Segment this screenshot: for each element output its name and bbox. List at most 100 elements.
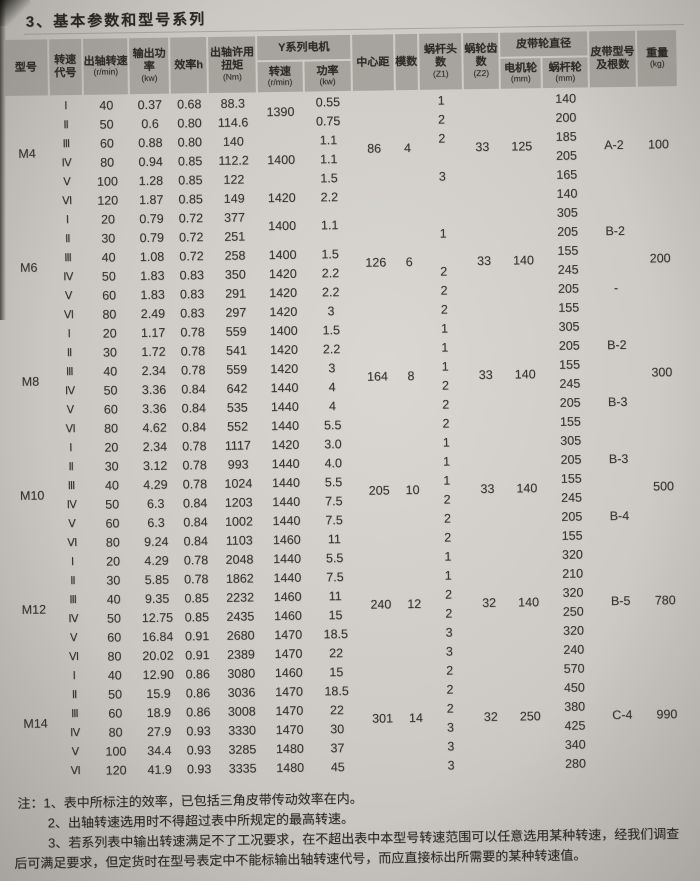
cell-output-power: 34.4 xyxy=(147,743,172,758)
cell-torque: 3335 xyxy=(228,760,257,776)
cell-belt: B-3 xyxy=(608,451,629,466)
cell-output-speed: 50 xyxy=(103,382,118,398)
cell-z1 xyxy=(421,148,464,166)
cell-motor-speed: 1470 xyxy=(274,646,303,661)
cell-output-speed: 40 xyxy=(104,477,119,493)
cell-efficiency: 0.85 xyxy=(177,153,203,168)
cell-motor-power: 2.2 xyxy=(320,189,339,204)
cell-efficiency: 0.86 xyxy=(185,704,211,719)
cell-motor-speed: 1470 xyxy=(275,722,304,737)
cell-motor-pulley: 125 xyxy=(511,139,533,154)
cell-worm-pulley: 205 xyxy=(559,395,581,410)
cell-worm-pulley: 205 xyxy=(561,509,583,524)
header-motor-group: Y系列电机 xyxy=(257,34,351,61)
cell-efficiency: 0.84 xyxy=(183,533,208,548)
parameters-table: 型号 转速代号 出轴转速 (r/min) 输出功率 (kw) 效率h 出轴许用扭矩(… xyxy=(2,28,689,782)
cell-speed-code: Ⅵ xyxy=(68,651,80,664)
cell-motor-speed: 1440 xyxy=(271,456,300,471)
cell-output-speed: 60 xyxy=(103,401,118,417)
header-center-distance: 中心距 xyxy=(352,34,394,91)
cell-speed-code: Ⅳ xyxy=(63,271,74,284)
cell-output-power: 1.87 xyxy=(138,192,164,207)
cell-torque: 350 xyxy=(224,267,246,282)
cell-motor-power: 22 xyxy=(329,702,344,717)
cell-output-power: 6.3 xyxy=(146,496,165,511)
table-body: M4 Ⅰ 40 0.37 0.68 88.3 1390 0.55 86 4 1 33 125 140 A-2… xyxy=(5,88,687,780)
cell-speed-code: Ⅰ xyxy=(65,214,70,227)
cell-efficiency: 0.83 xyxy=(180,305,205,320)
cell-output-speed: 120 xyxy=(97,192,119,208)
cell-motor-speed: 1420 xyxy=(271,437,300,452)
cell-speed-code: Ⅵ xyxy=(70,765,81,778)
cell-z1: 2 xyxy=(446,700,454,716)
cell-motor-power: 22 xyxy=(328,645,344,660)
cell-output-speed: 120 xyxy=(105,762,127,778)
cell-output-power: 0.37 xyxy=(137,97,163,112)
cell-output-speed: 100 xyxy=(96,173,118,189)
cell-z1: 2 xyxy=(444,529,452,545)
cell-worm-pulley: 245 xyxy=(559,376,581,391)
cell-worm-pulley: 205 xyxy=(557,224,579,239)
cell-torque: 291 xyxy=(225,285,247,301)
cell-torque: 122 xyxy=(223,172,245,187)
cell-output-speed: 20 xyxy=(100,211,116,227)
cell-speed-code: Ⅲ xyxy=(67,480,76,493)
cell-z1: 2 xyxy=(443,510,451,526)
cell-center-distance: 205 xyxy=(368,483,390,498)
cell-belt: B-2 xyxy=(606,337,627,352)
cell-output-power: 16.84 xyxy=(141,629,174,644)
cell-z1: 2 xyxy=(437,112,446,127)
cell-motor-power: 1.1 xyxy=(319,132,338,147)
header-pulley-group: 皮带轮直径 xyxy=(499,31,588,57)
notes: 注：1、表中所标注的效率，已包括三角皮带传动效率在内。 2、出轴转速选用时不得超过… xyxy=(13,784,698,875)
cell-module: 6 xyxy=(405,255,413,270)
cell-efficiency: 0.83 xyxy=(179,267,205,282)
cell-torque: 541 xyxy=(225,342,247,358)
cell-speed-code: Ⅲ xyxy=(65,366,74,379)
cell-motor-power: 45 xyxy=(330,759,345,774)
cell-torque: 377 xyxy=(223,210,245,225)
cell-worm-pulley: 320 xyxy=(562,623,585,638)
cell-worm-pulley: 450 xyxy=(563,680,585,695)
cell-speed-code: Ⅲ xyxy=(64,252,72,265)
cell-belt: B-4 xyxy=(609,508,630,523)
cell-z1: 3 xyxy=(447,738,455,754)
cell-motor-power: 1.5 xyxy=(321,246,339,261)
cell-speed-code: Ⅳ xyxy=(61,157,72,170)
cell-output-power: 0.79 xyxy=(139,211,164,226)
cell-module: 12 xyxy=(407,596,422,612)
cell-motor-speed: 1440 xyxy=(270,380,299,395)
cell-output-power: 20.02 xyxy=(142,648,174,663)
cell-motor-power: 3 xyxy=(327,303,335,318)
table-header: 型号 转速代号 出轴转速 (r/min) 输出功率 (kw) 效率h 出轴许用扭矩(… xyxy=(4,30,677,97)
cell-efficiency: 0.80 xyxy=(177,134,203,149)
cell-speed-code: Ⅰ xyxy=(67,328,71,341)
cell-z1: 1 xyxy=(439,226,447,241)
cell-torque: 1862 xyxy=(225,570,254,586)
cell-output-speed: 80 xyxy=(104,420,119,436)
cell-motor-speed: 1440 xyxy=(271,418,300,433)
cell-motor-speed: 1480 xyxy=(276,760,305,775)
cell-torque: 1103 xyxy=(225,532,253,548)
cell-z1: 3 xyxy=(438,169,446,184)
header-worm-pulley: 蜗杆轮 (mm) xyxy=(542,57,588,89)
cell-module: 14 xyxy=(408,710,423,726)
cell-z1: 1 xyxy=(442,434,450,450)
cell-motor-power: 18.5 xyxy=(323,626,349,641)
cell-model: M12 xyxy=(21,602,47,617)
cell-output-power: 4.29 xyxy=(143,477,168,492)
cell-weight: 100 xyxy=(647,137,669,152)
cell-motor-speed: 1420 xyxy=(268,266,297,281)
cell-worm-pulley: 245 xyxy=(560,490,583,505)
cell-z1: 1 xyxy=(441,340,449,355)
cell-worm-pulley: 155 xyxy=(557,243,579,258)
cell-weight: 500 xyxy=(652,479,675,494)
cell-z1: 3 xyxy=(445,624,453,640)
cell-torque: 1002 xyxy=(224,513,253,529)
cell-torque: 2232 xyxy=(226,589,255,605)
cell-motor-pulley: 250 xyxy=(519,709,541,724)
cell-weight: 780 xyxy=(654,593,676,608)
cell-output-speed: 50 xyxy=(106,610,121,626)
cell-center-distance: 240 xyxy=(370,597,392,612)
cell-speed-code: Ⅱ xyxy=(66,347,73,360)
